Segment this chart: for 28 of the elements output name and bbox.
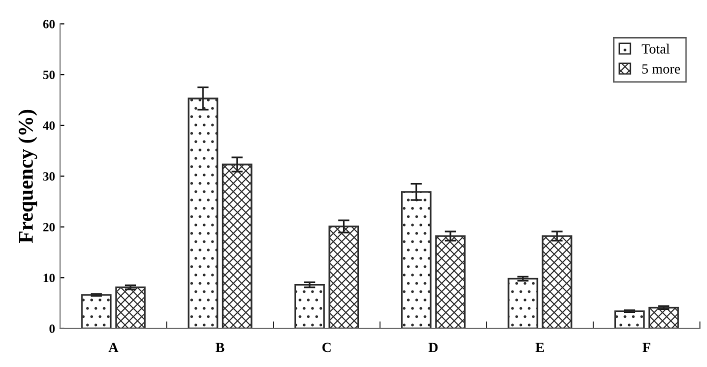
bar: [115, 286, 146, 328]
y-tick-label: 50: [43, 70, 55, 80]
x-tick-label: C: [322, 342, 331, 352]
bar: [542, 235, 572, 328]
bar: [508, 278, 538, 328]
x-tick-label: D: [428, 342, 438, 352]
bar: [81, 294, 112, 328]
y-tick-label: 60: [43, 20, 55, 28]
x-tick-label: F: [642, 342, 650, 352]
y-tick-label: 40: [42, 121, 55, 130]
x-tick-label: A: [108, 342, 118, 352]
bar: [435, 235, 466, 328]
y-tick-label: 30: [43, 172, 55, 181]
bar: [188, 98, 218, 328]
legend-label: Total: [642, 44, 670, 54]
bar: [328, 226, 359, 328]
bar: [614, 310, 645, 328]
x-tick-label: E: [536, 342, 544, 352]
y-tick-label: 20: [43, 222, 55, 232]
y-axis-title: Frequency (%): [18, 110, 38, 244]
legend-label: 5 more: [642, 64, 680, 74]
x-tick-label: B: [216, 342, 224, 352]
bar: [401, 191, 432, 328]
bar: [222, 164, 252, 328]
y-tick-label: 0: [49, 324, 55, 333]
bar: [648, 306, 679, 328]
bar: [294, 284, 325, 328]
y-tick-label: 10: [44, 274, 55, 282]
